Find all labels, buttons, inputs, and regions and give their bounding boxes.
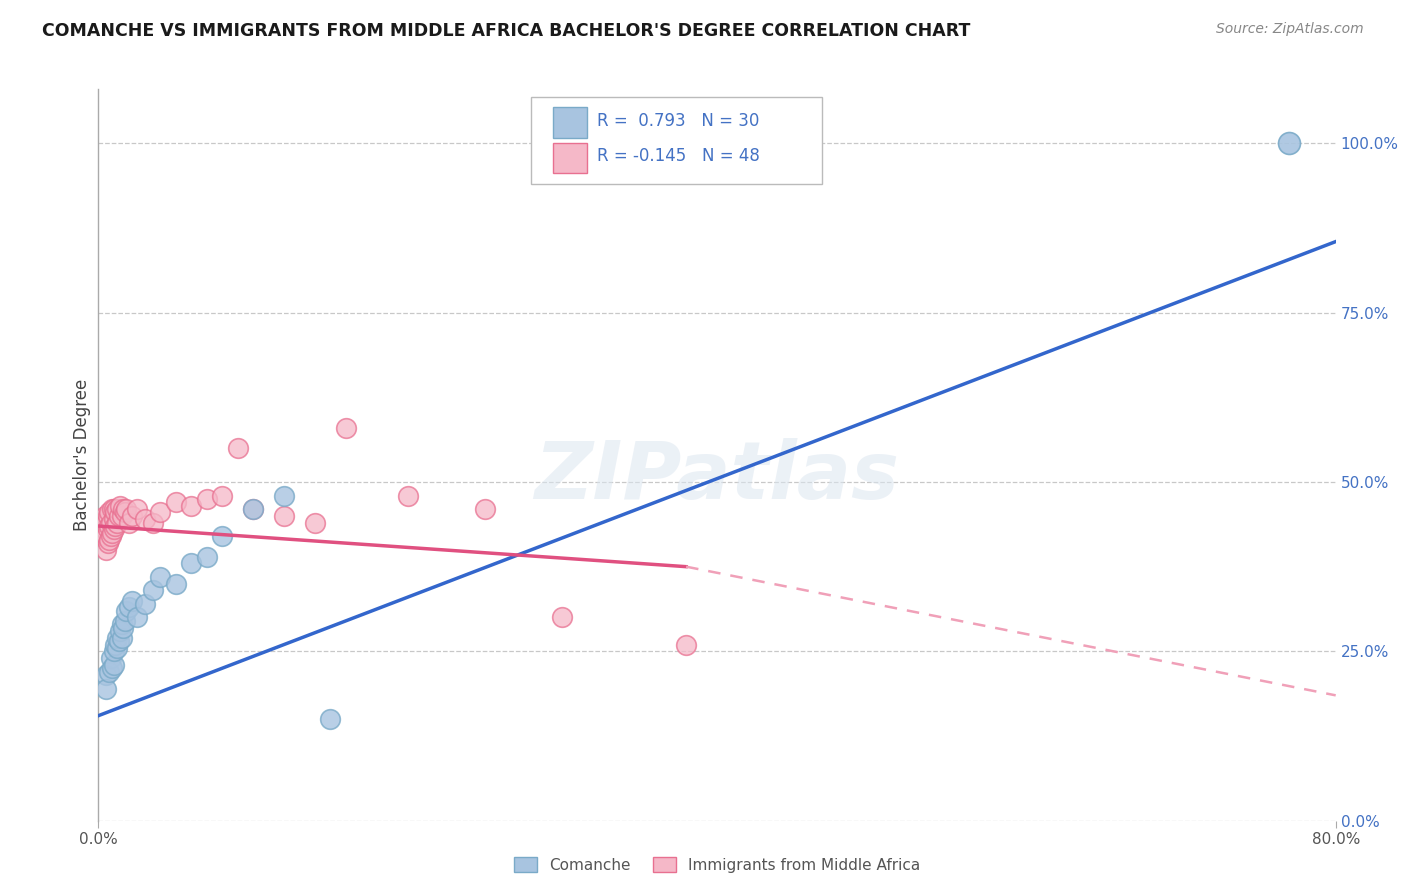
Point	[115, 604, 138, 618]
Point	[96, 516, 118, 530]
Point	[107, 508, 129, 523]
Point	[111, 631, 134, 645]
Point	[101, 502, 124, 516]
Point	[211, 529, 233, 543]
Point	[195, 491, 218, 506]
Point	[100, 651, 122, 665]
Point	[107, 634, 129, 648]
Point	[101, 661, 124, 675]
Point	[165, 576, 187, 591]
Point	[273, 508, 295, 523]
Point	[142, 583, 165, 598]
Point	[118, 600, 141, 615]
Point	[100, 529, 122, 543]
Text: R =  0.793   N = 30: R = 0.793 N = 30	[598, 112, 759, 129]
Point	[96, 668, 118, 682]
Point	[98, 533, 121, 547]
Point	[111, 617, 134, 632]
Point	[396, 489, 419, 503]
Point	[108, 499, 131, 513]
Point	[675, 638, 697, 652]
FancyBboxPatch shape	[531, 96, 823, 185]
Point	[96, 529, 118, 543]
FancyBboxPatch shape	[553, 108, 588, 138]
Point	[335, 421, 357, 435]
Point	[91, 529, 114, 543]
Point	[96, 681, 118, 696]
Point	[134, 512, 156, 526]
Point	[105, 640, 128, 655]
Y-axis label: Bachelor's Degree: Bachelor's Degree	[73, 379, 91, 531]
Point	[104, 638, 127, 652]
Point	[105, 631, 128, 645]
Point	[103, 502, 125, 516]
Point	[105, 502, 128, 516]
Point	[96, 542, 118, 557]
Point	[551, 610, 574, 624]
Point	[195, 549, 218, 564]
Point	[319, 712, 342, 726]
Text: COMANCHE VS IMMIGRANTS FROM MIDDLE AFRICA BACHELOR'S DEGREE CORRELATION CHART: COMANCHE VS IMMIGRANTS FROM MIDDLE AFRIC…	[42, 22, 970, 40]
Point	[127, 610, 149, 624]
Point	[105, 516, 128, 530]
Point	[165, 495, 187, 509]
Point	[180, 499, 202, 513]
Point	[97, 536, 120, 550]
Point	[98, 506, 121, 520]
Point	[273, 489, 295, 503]
Point	[93, 523, 115, 537]
Point	[134, 597, 156, 611]
Point	[104, 519, 127, 533]
Point	[101, 525, 124, 540]
Point	[98, 665, 121, 679]
Point	[100, 516, 122, 530]
Point	[112, 502, 135, 516]
Point	[180, 556, 202, 570]
Point	[118, 516, 141, 530]
Point	[226, 441, 249, 455]
FancyBboxPatch shape	[553, 143, 588, 173]
Point	[104, 506, 127, 520]
Point	[108, 624, 131, 638]
Point	[149, 506, 172, 520]
Point	[111, 508, 134, 523]
Point	[98, 519, 121, 533]
Point	[103, 523, 125, 537]
Text: Source: ZipAtlas.com: Source: ZipAtlas.com	[1216, 22, 1364, 37]
Point	[242, 502, 264, 516]
Point	[103, 644, 125, 658]
Point	[1278, 136, 1301, 151]
Point	[304, 516, 326, 530]
Point	[474, 502, 496, 516]
Point	[149, 570, 172, 584]
Point	[114, 506, 136, 520]
Point	[211, 489, 233, 503]
Legend: Comanche, Immigrants from Middle Africa: Comanche, Immigrants from Middle Africa	[508, 851, 927, 879]
Point	[127, 502, 149, 516]
Point	[142, 516, 165, 530]
Point	[97, 523, 120, 537]
Point	[115, 502, 138, 516]
Point	[121, 593, 143, 607]
Text: R = -0.145   N = 48: R = -0.145 N = 48	[598, 147, 759, 165]
Point	[114, 614, 136, 628]
Point	[103, 512, 125, 526]
Point	[242, 502, 264, 516]
Point	[112, 621, 135, 635]
Point	[121, 508, 143, 523]
Text: ZIPatlas: ZIPatlas	[534, 438, 900, 516]
Point	[103, 657, 125, 672]
Point	[93, 508, 115, 523]
Point	[97, 508, 120, 523]
